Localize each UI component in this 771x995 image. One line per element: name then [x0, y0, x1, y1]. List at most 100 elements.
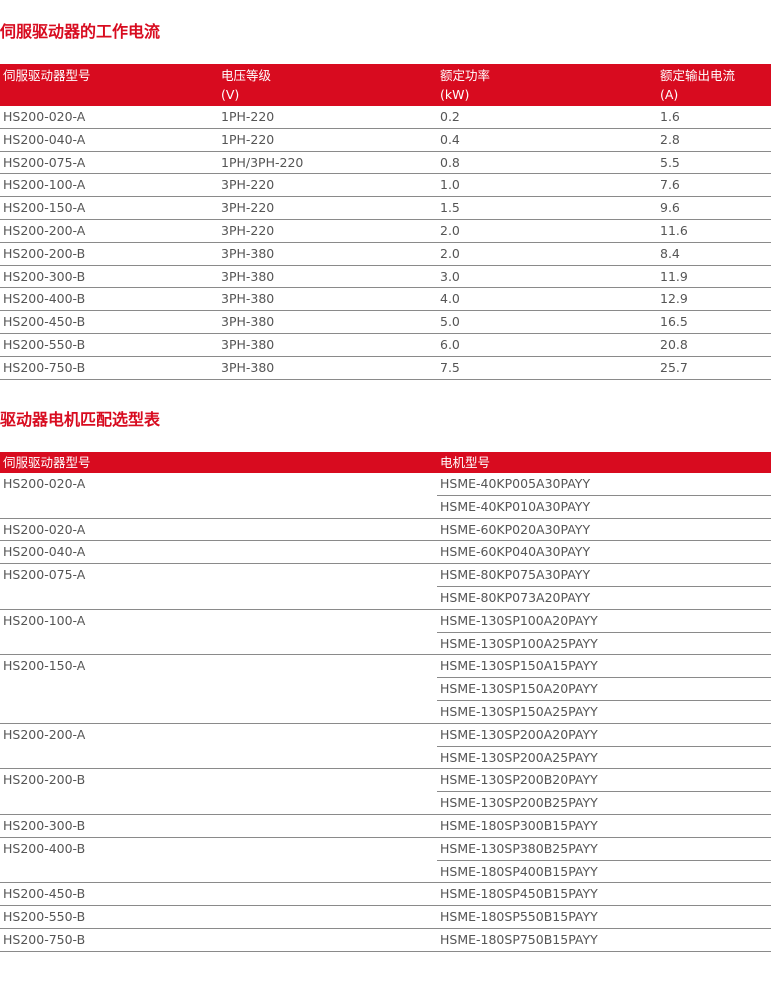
table-row: HSME-40KP010A30PAYY — [0, 495, 771, 519]
driver-model-cell: HS200-200-B — [0, 768, 437, 815]
driver-model-cell: HS200-020-A — [0, 518, 437, 542]
table-cell: 1.6 — [657, 106, 771, 129]
table-cell: 3PH-380 — [218, 287, 437, 312]
table-cell: 3PH-380 — [218, 356, 437, 380]
driver-model-cell: HS200-450-B — [0, 882, 437, 907]
table-cell: HS200-200-B — [0, 242, 218, 266]
driver-model-cell: HS200-100-A — [0, 609, 437, 656]
table-row: HS200-400-B 3PH-380 4.0 12.9 — [0, 287, 771, 312]
table-row: HS200-040-A 1PH-220 0.4 2.8 — [0, 128, 771, 152]
table-cell: 2.0 — [437, 242, 657, 266]
table-row: HS200-450-B 3PH-380 5.0 16.5 — [0, 310, 771, 334]
table-row: HSME-130SP200B25PAYY — [0, 791, 771, 815]
table-cell: 25.7 — [657, 356, 771, 380]
column-header: 额定功率 (kW) — [437, 64, 657, 106]
motor-model-cell: HSME-180SP400B15PAYY — [437, 860, 771, 884]
driver-model-cell: HS200-750-B — [0, 928, 437, 952]
table-row: HSME-130SP150A20PAYY — [0, 677, 771, 701]
motor-model-cell: HSME-130SP200A20PAYY — [437, 723, 771, 747]
table-cell: 1PH-220 — [218, 128, 437, 152]
driver-model-cell: HS200-020-A — [0, 473, 437, 519]
motor-model-cell: HSME-40KP010A30PAYY — [437, 495, 771, 519]
column-header: 电压等级 (V) — [218, 64, 437, 106]
table-row: HS200-100-A 3PH-220 1.0 7.6 — [0, 173, 771, 198]
table-cell: HS200-075-A — [0, 151, 218, 175]
table-row: HS200-450-B HSME-180SP450B15PAYY — [0, 882, 771, 907]
table-row: HS200-300-B HSME-180SP300B15PAYY — [0, 814, 771, 838]
motor-model-cell: HSME-60KP020A30PAYY — [437, 518, 771, 542]
column-header: 伺服驱动器型号 — [0, 64, 218, 106]
table-row: HSME-130SP100A25PAYY — [0, 632, 771, 656]
table-row: HS200-020-A 1PH-220 0.2 1.6 — [0, 106, 771, 129]
driver-model-cell: HS200-400-B — [0, 837, 437, 884]
table-row: HS200-150-A 3PH-220 1.5 9.6 — [0, 196, 771, 220]
table-cell: 2.8 — [657, 128, 771, 152]
table-cell: 3.0 — [437, 265, 657, 289]
table-row: HSME-130SP200A25PAYY — [0, 746, 771, 770]
column-header-label: 额定功率 — [440, 68, 491, 83]
table-row: HSME-130SP150A25PAYY — [0, 700, 771, 724]
motor-model-cell: HSME-130SP150A25PAYY — [437, 700, 771, 724]
table-cell: HS200-750-B — [0, 356, 218, 380]
motor-model-cell: HSME-130SP150A15PAYY — [437, 654, 771, 679]
section-title-motor-matching: 驱动器电机匹配选型表 — [0, 410, 161, 429]
table-row: HS200-200-A HSME-130SP200A20PAYY — [0, 723, 771, 770]
motor-model-cell: HSME-60KP040A30PAYY — [437, 540, 771, 565]
table-row: HS200-020-A HSME-60KP020A30PAYY — [0, 518, 771, 542]
table-cell: 1PH/3PH-220 — [218, 151, 437, 175]
motor-model-cell: HSME-130SP200A25PAYY — [437, 746, 771, 770]
table-cell: 7.6 — [657, 173, 771, 198]
table-cell: 1PH-220 — [218, 106, 437, 129]
column-header-unit: (A) — [660, 87, 679, 102]
column-header-unit: (kW) — [440, 87, 470, 102]
table-row: HS200-400-B HSME-130SP380B25PAYY — [0, 837, 771, 884]
table-cell: 8.4 — [657, 242, 771, 266]
table-cell: 3PH-220 — [218, 219, 437, 243]
table-cell: 20.8 — [657, 333, 771, 357]
column-header-label: 电压等级 — [221, 68, 272, 83]
table-row: HS200-040-A HSME-60KP040A30PAYY — [0, 540, 771, 565]
motor-model-cell: HSME-130SP100A20PAYY — [437, 609, 771, 633]
table-cell: HS200-550-B — [0, 333, 218, 357]
motor-model-cell: HSME-80KP075A30PAYY — [437, 563, 771, 587]
driver-model-cell: HS200-075-A — [0, 563, 437, 610]
table-cell: HS200-450-B — [0, 310, 218, 334]
table-row: HS200-075-A HSME-80KP075A30PAYY — [0, 563, 771, 610]
motor-model-cell: HSME-180SP450B15PAYY — [437, 882, 771, 907]
table-cell: HS200-100-A — [0, 173, 218, 198]
table-row: HS200-200-B HSME-130SP200B20PAYY — [0, 768, 771, 815]
motor-model-cell: HSME-40KP005A30PAYY — [437, 473, 771, 496]
table-row: HS200-200-A 3PH-220 2.0 11.6 — [0, 219, 771, 243]
section-title-working-current: 伺服驱动器的工作电流 — [0, 22, 161, 41]
table-cell: HS200-150-A — [0, 196, 218, 220]
table-cell: 4.0 — [437, 287, 657, 312]
table-cell: 16.5 — [657, 310, 771, 334]
column-header-driver-model: 伺服驱动器型号 — [0, 452, 437, 473]
table-row: HS200-750-B 3PH-380 7.5 25.7 — [0, 356, 771, 380]
driver-model-cell: HS200-150-A — [0, 654, 437, 724]
table-row: HS200-150-A HSME-130SP150A15PAYY — [0, 654, 771, 724]
table-cell: 3PH-380 — [218, 310, 437, 334]
table-cell: HS200-400-B — [0, 287, 218, 312]
table-cell: 2.0 — [437, 219, 657, 243]
table-cell: 5.5 — [657, 151, 771, 175]
driver-model-cell: HS200-300-B — [0, 814, 437, 838]
table-cell: 0.2 — [437, 106, 657, 129]
table-cell: 5.0 — [437, 310, 657, 334]
motor-model-cell: HSME-180SP550B15PAYY — [437, 905, 771, 929]
motor-model-cell: HSME-130SP200B25PAYY — [437, 791, 771, 815]
table-cell: 0.4 — [437, 128, 657, 152]
motor-model-cell: HSME-180SP750B15PAYY — [437, 928, 771, 952]
motor-model-cell: HSME-80KP073A20PAYY — [437, 586, 771, 610]
column-header-motor-model: 电机型号 — [437, 452, 771, 473]
table-row: HS200-200-B 3PH-380 2.0 8.4 — [0, 242, 771, 266]
table-cell: 12.9 — [657, 287, 771, 312]
motor-model-cell: HSME-130SP150A20PAYY — [437, 677, 771, 701]
table-cell: 3PH-220 — [218, 173, 437, 198]
table-row: HSME-80KP073A20PAYY — [0, 586, 771, 610]
table-row: HS200-100-A HSME-130SP100A20PAYY — [0, 609, 771, 656]
table-cell: 1.0 — [437, 173, 657, 198]
table-row: HS200-300-B 3PH-380 3.0 11.9 — [0, 265, 771, 289]
table-cell: 0.8 — [437, 151, 657, 175]
motor-model-cell: HSME-180SP300B15PAYY — [437, 814, 771, 838]
